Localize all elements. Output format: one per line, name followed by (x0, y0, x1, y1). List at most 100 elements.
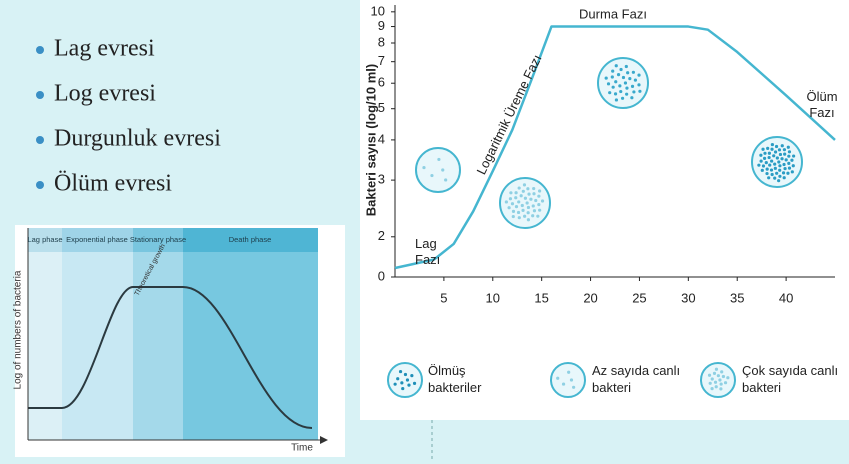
icon-dot (713, 372, 716, 375)
icon-dot (766, 168, 769, 171)
icon-dot (527, 218, 530, 221)
x-tick-label: 35 (730, 290, 744, 305)
icon-dot (612, 86, 615, 89)
icon-dot (770, 159, 773, 162)
icon-dot (711, 377, 714, 380)
icon-dot (631, 85, 634, 88)
y-tick-label: 0 (378, 268, 385, 283)
phase-label: Death phase (229, 235, 272, 244)
icon-dot (619, 68, 622, 71)
icon-dot (787, 146, 790, 149)
y-tick-label: 5 (378, 100, 385, 115)
icon-dot (715, 368, 718, 371)
icon-dot (410, 374, 413, 377)
icon-dot (521, 204, 524, 207)
icon-dot (782, 163, 785, 166)
icon-dot (512, 215, 515, 218)
icon-dot (637, 83, 640, 86)
icon-dot (509, 197, 512, 200)
icon-dot (778, 175, 781, 178)
y-tick-label: 6 (378, 75, 385, 90)
icon-dot (399, 370, 402, 373)
y-tick-label: 3 (378, 172, 385, 187)
icon-dot (517, 200, 520, 203)
icon-dot (617, 73, 620, 76)
icon-dot (779, 153, 782, 156)
bullet-dot (36, 136, 44, 144)
icon-dot (761, 169, 764, 172)
y-tick-label: 7 (378, 53, 385, 68)
icon-dot (527, 206, 530, 209)
icon-dot (521, 209, 524, 212)
icon-dot (413, 382, 416, 385)
icon-dot (514, 191, 517, 194)
icon-dot (625, 93, 628, 96)
icon-dot (773, 163, 776, 166)
icon-dot (514, 196, 517, 199)
icon-dot (533, 209, 536, 212)
icon-dot (763, 152, 766, 155)
icon-dot (778, 164, 781, 167)
icon-dot (524, 197, 527, 200)
icon-dot (757, 164, 760, 167)
annotation: LagFazı (415, 236, 440, 267)
icon-dot (638, 90, 641, 93)
icon-dot (534, 199, 537, 202)
x-label: Time (291, 443, 313, 454)
x-tick-label: 30 (681, 290, 695, 305)
bullet-dot (36, 46, 44, 54)
icon-dot (782, 171, 785, 174)
icon-dot (626, 71, 629, 74)
icon-dot (562, 382, 565, 385)
icon-dot (396, 377, 399, 380)
icon-dot (615, 64, 618, 67)
icon-dot (761, 148, 764, 151)
icon-dot (763, 157, 766, 160)
icon-dot (628, 77, 631, 80)
icon-dot (760, 160, 763, 163)
icon-dot (766, 147, 769, 150)
y-tick-label: 8 (378, 34, 385, 49)
icon-dot (709, 382, 712, 385)
annotation: Durma Fazı (579, 6, 647, 21)
icon-dot (783, 152, 786, 155)
icon-dot (715, 385, 718, 388)
icon-dot (518, 216, 521, 219)
icon-dot (791, 170, 794, 173)
icon-dot (538, 189, 541, 192)
icon-dot (523, 215, 526, 218)
icon-dot (778, 169, 781, 172)
y-label: Bakteri sayısı (log/10 ml) (363, 64, 378, 216)
icon-dot (520, 194, 523, 197)
icon-dot (720, 382, 723, 385)
icon-dot (768, 163, 771, 166)
icon-dot (538, 209, 541, 212)
bullet-dot (36, 91, 44, 99)
icon-dot (607, 82, 610, 85)
bullet-text: Ölüm evresi (54, 171, 172, 197)
icon-dot (529, 198, 532, 201)
icon-dot (509, 191, 512, 194)
icon-dot (515, 205, 518, 208)
icon-dot (430, 174, 433, 177)
icon-dot (526, 187, 529, 190)
icon-dot (632, 90, 635, 93)
icon-dot (511, 202, 514, 205)
icon-dot (722, 375, 725, 378)
icon-dot (541, 199, 544, 202)
icon-dot (777, 179, 780, 182)
icon-dot (537, 203, 540, 206)
icon-dot (615, 98, 618, 101)
icon-dot (768, 156, 771, 159)
icon-dot (783, 176, 786, 179)
icon-dot (537, 195, 540, 198)
icon-dot (614, 80, 617, 83)
icon-dot (505, 200, 508, 203)
icon-dot (724, 381, 727, 384)
icon-dot (775, 172, 778, 175)
icon-dot (768, 152, 771, 155)
icon-dot (783, 148, 786, 151)
icon-dot (531, 214, 534, 217)
icon-dot (785, 158, 788, 161)
